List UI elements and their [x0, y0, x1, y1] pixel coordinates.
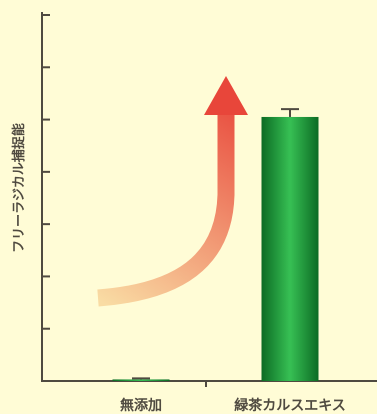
increase-arrow	[97, 76, 248, 307]
x-tick-labels: 無添加 緑茶カルスエキス	[120, 397, 346, 414]
error-bars	[132, 108, 299, 380]
bars	[112, 116, 319, 381]
increase-arrow-shaft	[97, 104, 235, 307]
x-tick-label: 無添加	[120, 397, 162, 414]
y-axis-ticks	[41, 14, 50, 330]
bar	[261, 116, 319, 381]
x-tick-label: 緑茶カルスエキス	[234, 397, 346, 414]
y-axis-label: フリーラジカル捕捉能	[11, 123, 27, 253]
bar	[112, 379, 170, 381]
axes	[41, 12, 377, 387]
increase-arrow-head	[204, 76, 248, 115]
